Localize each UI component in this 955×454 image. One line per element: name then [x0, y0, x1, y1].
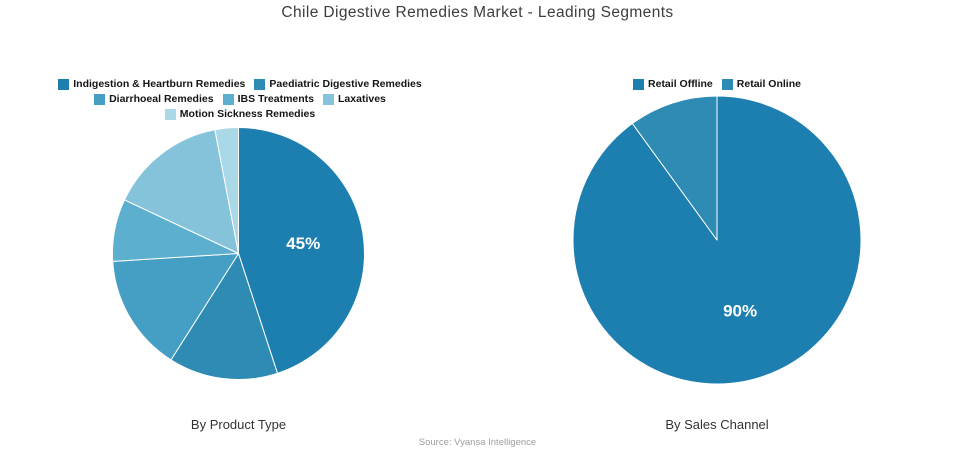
legend-item-laxatives[interactable]: Laxatives	[323, 93, 386, 105]
legend-item-ibs-treatments[interactable]: IBS Treatments	[222, 93, 315, 105]
pie-slice-motion-sickness-remedies[interactable]	[214, 127, 239, 254]
legend-swatch-icon	[58, 78, 70, 90]
legend-label: Motion Sickness Remedies	[179, 108, 316, 120]
pie-slice-retail-online[interactable]	[631, 95, 718, 241]
legend-item-paediatric-digestive-remedies[interactable]: Paediatric Digestive Remedies	[254, 78, 422, 90]
legend-swatch-icon	[721, 78, 733, 90]
legend-item-motion-sickness-remedies[interactable]: Motion Sickness Remedies	[164, 108, 316, 120]
legend-label: Paediatric Digestive Remedies	[269, 78, 422, 90]
legend-item-diarrhoeal-remedies[interactable]: Diarrhoeal Remedies	[94, 93, 214, 105]
legend-swatch-icon	[323, 93, 335, 105]
legend-label: Retail Offline	[648, 78, 713, 90]
pie-chart-sales-channel: 90%	[572, 95, 862, 385]
legend-label: Laxatives	[338, 93, 386, 105]
legend-label: Indigestion & Heartburn Remedies	[73, 78, 246, 90]
legend-item-retail-offline[interactable]: Retail Offline	[633, 78, 713, 90]
legend-swatch-icon	[222, 93, 234, 105]
caption-product-type: By Product Type	[190, 417, 287, 432]
pie-slice-diarrhoeal-remedies[interactable]	[112, 253, 239, 361]
pie-value-label: 45%	[286, 234, 320, 253]
legend-label: Retail Online	[736, 78, 801, 90]
legend-swatch-icon	[94, 93, 106, 105]
caption-sales-channel: By Sales Channel	[665, 417, 769, 432]
pie-slice-indigestion-and-heartburn-remedies[interactable]	[238, 127, 365, 374]
legend-product-type: Indigestion & Heartburn Remedies Paediatr…	[25, 78, 455, 120]
legend-item-retail-online[interactable]: Retail Online	[721, 78, 801, 90]
legend-label: Diarrhoeal Remedies	[109, 93, 214, 105]
legend-swatch-icon	[633, 78, 645, 90]
source-note: Source: Vyansa Intelligence	[418, 437, 537, 448]
legend-label: IBS Treatments	[237, 93, 315, 105]
legend-item-indigestion-and-heartburn-remedies[interactable]: Indigestion & Heartburn Remedies	[58, 78, 245, 90]
chart-title: Chile Digestive Remedies Market - Leadin…	[281, 4, 674, 21]
pie-value-label: 90%	[723, 302, 757, 321]
legend-swatch-icon	[254, 78, 266, 90]
legend-sales-channel: Retail Offline Retail Online	[567, 78, 867, 90]
pie-slice-paediatric-digestive-remedies[interactable]	[170, 253, 278, 380]
legend-swatch-icon	[164, 108, 176, 120]
pie-chart-product-type: 45%	[112, 127, 365, 380]
pie-slice-laxatives[interactable]	[123, 129, 239, 254]
